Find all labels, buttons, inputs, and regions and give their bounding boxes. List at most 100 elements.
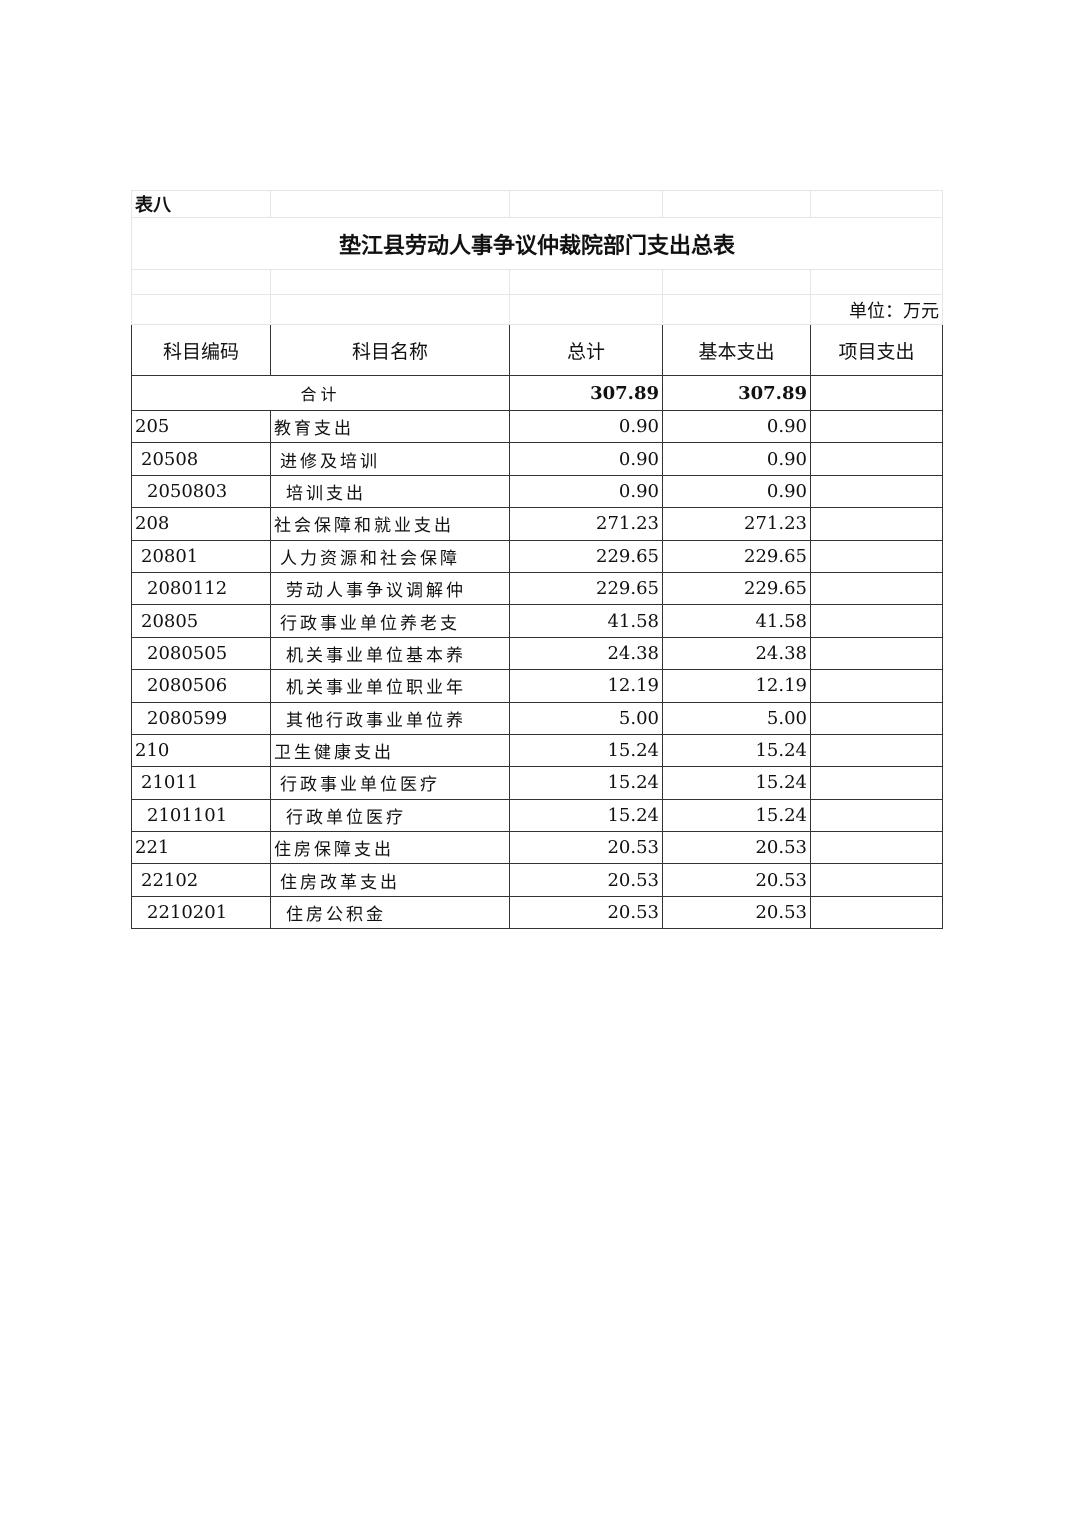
- row-project: [810, 571, 943, 606]
- table-label: 表八: [131, 190, 271, 218]
- row-basic: 229.65: [662, 539, 811, 573]
- row-project: [810, 669, 943, 703]
- row-code: 20508: [131, 442, 271, 476]
- row-project: [810, 701, 943, 735]
- row-basic: 15.24: [662, 733, 811, 768]
- table-row: 20805 行政事业单位养老支 41.58 41.58: [131, 604, 943, 638]
- table-row: 2080599 其他行政事业单位养 5.00 5.00: [131, 701, 943, 735]
- table-row: 20508 进修及培训 0.90 0.90: [131, 442, 943, 476]
- row-project: [810, 442, 943, 476]
- row-code: 22102: [131, 863, 271, 897]
- row-code: 2080506: [131, 669, 271, 703]
- row-project: [810, 539, 943, 573]
- table-row: 20801 人力资源和社会保障 229.65 229.65: [131, 539, 943, 573]
- row-code: 20805: [131, 604, 271, 638]
- row-code: 221: [131, 831, 271, 865]
- row-project: [810, 604, 943, 638]
- row-project: [810, 636, 943, 671]
- row-project: [810, 798, 943, 833]
- table-row: 2050803 培训支出 0.90 0.90: [131, 474, 943, 509]
- table-row: 2080505 机关事业单位基本养 24.38 24.38: [131, 636, 943, 671]
- row-code: 20801: [131, 539, 271, 573]
- row-basic: 0.90: [662, 474, 811, 509]
- row-total: 0.90: [509, 409, 663, 444]
- page-title: 垫江县劳动人事争议仲裁院部门支出总表: [131, 217, 943, 270]
- header-total: 总计: [509, 324, 663, 376]
- row-basic: 15.24: [662, 766, 811, 800]
- row-basic: 15.24: [662, 798, 811, 833]
- table-row: 2101101 行政单位医疗 15.24 15.24: [131, 798, 943, 833]
- table-row: 2080506 机关事业单位职业年 12.19 12.19: [131, 669, 943, 703]
- row-basic: 41.58: [662, 604, 811, 638]
- table-row: 2210201 住房公积金 20.53 20.53: [131, 895, 943, 930]
- unit-label: 单位：万元: [810, 294, 943, 325]
- row-total: 0.90: [509, 474, 663, 509]
- row-total: 229.65: [509, 571, 663, 606]
- row-code: 2210201: [131, 895, 271, 930]
- table-row: 221 住房保障支出 20.53 20.53: [131, 831, 943, 865]
- row-project: [810, 507, 943, 541]
- row-total: 15.24: [509, 766, 663, 800]
- row-code: 2080112: [131, 571, 271, 606]
- row-total: 271.23: [509, 507, 663, 541]
- row-basic: 20.53: [662, 863, 811, 897]
- table-row: 21011 行政事业单位医疗 15.24 15.24: [131, 766, 943, 800]
- row-total: 20.53: [509, 895, 663, 930]
- row-project: [810, 863, 943, 897]
- header-basic: 基本支出: [662, 324, 811, 376]
- row-name: 行政事业单位养老支: [270, 604, 510, 638]
- row-basic: 229.65: [662, 571, 811, 606]
- row-total: 20.53: [509, 863, 663, 897]
- table-row: 210 卫生健康支出 15.24 15.24: [131, 733, 943, 768]
- row-name: 劳动人事争议调解仲: [270, 571, 510, 606]
- row-total: 0.90: [509, 442, 663, 476]
- row-basic: 20.53: [662, 831, 811, 865]
- row-project: [810, 766, 943, 800]
- row-code: 205: [131, 409, 271, 444]
- row-total: 229.65: [509, 539, 663, 573]
- expenditure-table: 表八 垫江县劳动人事争议仲裁院部门支出总表 单位：万元 科目编码 科目名称 总计…: [131, 190, 943, 930]
- row-name: 卫生健康支出: [270, 733, 510, 768]
- row-project: [810, 831, 943, 865]
- expenditure-sheet: 表八 垫江县劳动人事争议仲裁院部门支出总表 单位：万元 科目编码 科目名称 总计…: [131, 190, 943, 930]
- row-total: 20.53: [509, 831, 663, 865]
- row-basic: 0.90: [662, 409, 811, 444]
- row-total: 15.24: [509, 798, 663, 833]
- row-project: [810, 474, 943, 509]
- row-basic: 24.38: [662, 636, 811, 671]
- header-code: 科目编码: [131, 324, 271, 376]
- total-basic: 307.89: [662, 375, 811, 411]
- table-row: 208 社会保障和就业支出 271.23 271.23: [131, 507, 943, 541]
- row-code: 21011: [131, 766, 271, 800]
- row-code: 2080505: [131, 636, 271, 671]
- total-row: 合计 307.89 307.89: [131, 375, 943, 411]
- header-project: 项目支出: [810, 324, 943, 376]
- row-basic: 12.19: [662, 669, 811, 703]
- row-code: 210: [131, 733, 271, 768]
- row-name: 社会保障和就业支出: [270, 507, 510, 541]
- table-row: 205 教育支出 0.90 0.90: [131, 409, 943, 444]
- table-row: 2080112 劳动人事争议调解仲 229.65 229.65: [131, 571, 943, 606]
- row-name: 住房保障支出: [270, 831, 510, 865]
- row-name: 住房改革支出: [270, 863, 510, 897]
- row-name: 教育支出: [270, 409, 510, 444]
- row-name: 行政单位医疗: [270, 798, 510, 833]
- row-project: [810, 895, 943, 930]
- row-total: 12.19: [509, 669, 663, 703]
- row-code: 2080599: [131, 701, 271, 735]
- header-name: 科目名称: [270, 324, 510, 376]
- total-total: 307.89: [509, 375, 663, 411]
- row-total: 5.00: [509, 701, 663, 735]
- row-basic: 0.90: [662, 442, 811, 476]
- row-name: 人力资源和社会保障: [270, 539, 510, 573]
- total-label: 合计: [131, 375, 510, 411]
- row-total: 24.38: [509, 636, 663, 671]
- row-project: [810, 733, 943, 768]
- row-basic: 271.23: [662, 507, 811, 541]
- row-name: 培训支出: [270, 474, 510, 509]
- row-name: 住房公积金: [270, 895, 510, 930]
- row-total: 41.58: [509, 604, 663, 638]
- row-basic: 20.53: [662, 895, 811, 930]
- row-name: 进修及培训: [270, 442, 510, 476]
- row-name: 机关事业单位职业年: [270, 669, 510, 703]
